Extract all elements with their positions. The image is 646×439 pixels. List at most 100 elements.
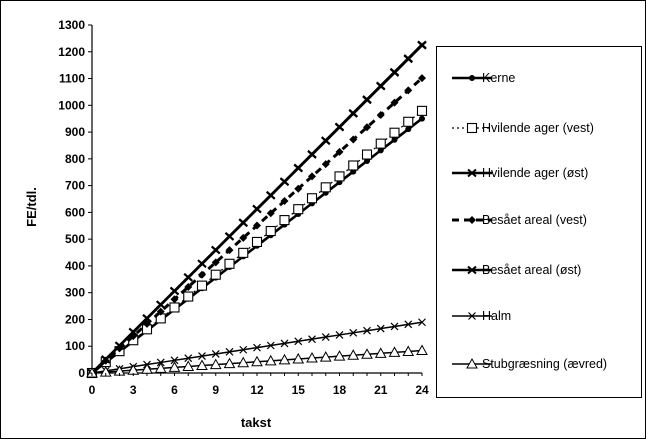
x-tick-label: 9 <box>212 383 219 397</box>
data-point <box>280 339 289 348</box>
data-point <box>335 331 344 339</box>
data-point <box>251 236 263 247</box>
data-point <box>182 360 195 371</box>
data-point <box>416 344 428 356</box>
data-point <box>320 182 331 193</box>
data-point <box>361 348 373 359</box>
data-point <box>333 350 346 361</box>
data-point <box>266 341 275 350</box>
data-point <box>390 322 399 331</box>
data-point <box>198 270 206 279</box>
data-point <box>211 350 220 358</box>
data-point <box>169 302 180 313</box>
data-point <box>209 358 222 370</box>
data-point <box>416 105 428 116</box>
x-tick-label: 15 <box>292 383 306 397</box>
data-point <box>224 258 235 269</box>
data-point <box>237 356 250 368</box>
data-point <box>266 191 276 200</box>
data-point <box>223 357 236 369</box>
data-point <box>375 138 386 149</box>
data-point <box>335 147 344 156</box>
legend-item: Hvilende ager (vest) <box>452 121 594 135</box>
legend-item: Kerne <box>452 71 515 85</box>
data-point <box>376 324 385 333</box>
data-point <box>239 345 248 354</box>
y-tick-label: 200 <box>65 312 85 326</box>
data-point <box>239 233 248 242</box>
legend-label: Kerne <box>482 71 515 85</box>
series-5 <box>87 41 427 378</box>
data-point <box>279 215 290 226</box>
data-point <box>183 273 193 282</box>
data-point <box>294 184 303 193</box>
y-tick-label: 1300 <box>58 18 85 32</box>
y-tick-label: 800 <box>65 152 85 166</box>
data-point <box>142 314 152 323</box>
data-point <box>253 343 261 352</box>
data-point <box>251 355 263 367</box>
data-point <box>403 116 414 127</box>
data-point <box>183 291 194 302</box>
data-point <box>389 127 400 138</box>
y-tick-label: 100 <box>65 339 85 353</box>
x-tick-label: 24 <box>415 383 429 397</box>
data-point <box>417 41 427 50</box>
data-point <box>319 351 332 362</box>
data-point <box>266 209 275 218</box>
data-point <box>306 193 318 204</box>
data-point <box>308 335 316 344</box>
data-point <box>170 295 179 304</box>
x-tick-label: 6 <box>171 383 178 397</box>
legend-item: Hvilende ager (øst) <box>452 166 588 180</box>
data-point <box>362 95 372 105</box>
data-point <box>293 204 304 215</box>
x-tick-label: 12 <box>250 383 264 397</box>
data-point <box>388 346 401 357</box>
legend-label: Hvilende ager (øst) <box>482 166 588 180</box>
data-point <box>154 362 167 373</box>
data-point <box>197 259 207 269</box>
data-point <box>101 355 111 364</box>
data-point <box>308 172 316 181</box>
legend-marker <box>467 168 477 178</box>
data-point <box>321 160 330 169</box>
legend-marker <box>466 122 478 134</box>
data-point <box>99 366 112 377</box>
y-tick-label: 700 <box>65 179 85 193</box>
y-axis-title: FE/tdl. <box>24 187 39 227</box>
data-point <box>169 286 180 296</box>
data-point <box>321 333 330 341</box>
data-point <box>211 245 221 255</box>
data-point <box>334 123 345 132</box>
x-tick-label: 3 <box>130 383 137 397</box>
data-point <box>363 123 371 132</box>
data-point <box>334 171 345 182</box>
data-point <box>114 341 125 350</box>
legend-label: Besået areal (øst) <box>482 263 581 277</box>
x-tick-label: 21 <box>374 383 388 397</box>
data-point <box>348 109 358 118</box>
data-point <box>170 356 179 365</box>
data-point <box>418 74 426 83</box>
legend-label: Stubgræsning (ævred) <box>482 357 607 371</box>
data-point <box>390 98 399 107</box>
data-point <box>278 353 291 365</box>
data-point <box>279 177 290 187</box>
legend-item: Besået areal (vest) <box>452 213 587 227</box>
data-point <box>404 320 413 329</box>
data-point <box>292 352 305 364</box>
legend-marker <box>468 216 476 224</box>
data-point <box>349 135 358 144</box>
data-point <box>405 126 412 133</box>
data-point <box>321 136 331 146</box>
legend-label: Hvilende ager (vest) <box>482 121 594 135</box>
y-tick-label: 500 <box>65 232 85 246</box>
data-point <box>196 359 208 371</box>
data-point <box>306 351 318 363</box>
data-point <box>419 115 425 122</box>
x-tick-label: 0 <box>89 383 96 397</box>
data-point <box>238 247 249 258</box>
